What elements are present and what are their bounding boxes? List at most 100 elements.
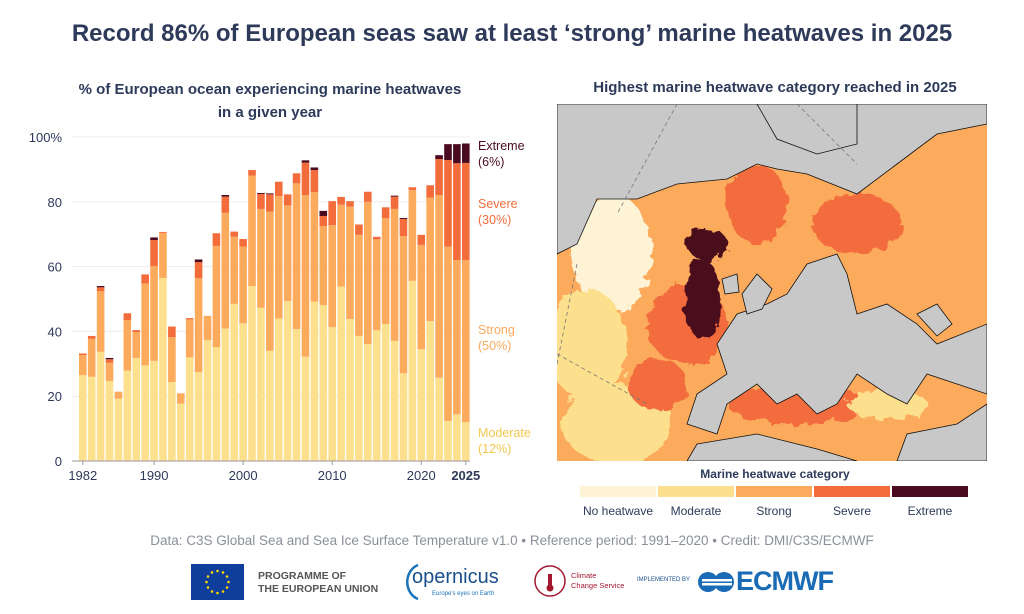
ecmwf-symbol-icon	[698, 572, 734, 592]
x-tick-label: 2010	[318, 468, 347, 483]
bar-moderate-2010	[328, 327, 336, 461]
eu-programme-text: PROGRAMME OF THE EUROPEAN UNION	[258, 570, 378, 596]
bar-moderate-2000	[239, 323, 247, 461]
legend-label: Moderate	[670, 504, 722, 518]
bar-moderate-2025	[462, 422, 470, 461]
copernicus-logo: opernicus Europe's eyes on Earth	[402, 562, 512, 602]
bar-strong-1998	[221, 212, 230, 329]
bar-moderate-1997	[212, 347, 221, 461]
bar-severe-1998	[221, 196, 230, 213]
heatwave-patches	[557, 164, 927, 461]
bar-strong-2022	[435, 194, 443, 378]
bar-moderate-2008	[310, 301, 319, 461]
bar-moderate-1986	[114, 398, 123, 461]
bar-moderate-1985	[105, 380, 114, 461]
bar-moderate-1995	[194, 372, 203, 461]
bar-strong-1996	[203, 315, 212, 341]
bar-moderate-2019	[408, 280, 417, 461]
annotation-value: (6%)	[478, 155, 504, 169]
bar-extreme-2003	[266, 193, 274, 195]
bar-strong-1985	[105, 362, 114, 381]
bar-strong-1990	[150, 265, 158, 361]
annotation-value: (50%)	[478, 339, 511, 353]
x-tick-label: 1982	[68, 468, 97, 483]
legend-label: Severe	[832, 504, 872, 518]
bar-extreme-1995	[194, 259, 203, 263]
bar-severe-1995	[194, 262, 203, 279]
bar-strong-2019	[408, 190, 417, 281]
bar-severe-2001	[248, 170, 256, 176]
x-tick-label: 2000	[229, 468, 258, 483]
legend-swatch	[892, 486, 968, 497]
y-tick-label: 40	[48, 324, 62, 339]
bar-moderate-1984	[96, 351, 105, 461]
bar-moderate-2022	[435, 377, 443, 461]
star	[210, 590, 214, 593]
bar-moderate-1988	[132, 357, 141, 461]
annotations-2025: Extreme (6%) Severe (30%) Strong (50%) Moderat…	[478, 139, 531, 456]
bar-severe-2006	[292, 173, 301, 184]
bar-moderate-1987	[123, 370, 132, 461]
star	[206, 586, 210, 589]
bar-severe-1988	[132, 330, 141, 333]
bar-severe-2002	[257, 194, 265, 209]
bar-strong-2016	[381, 218, 390, 324]
bar-strong-2009	[319, 226, 328, 306]
bar-extreme-2025	[462, 143, 470, 163]
annotation-value: (30%)	[478, 213, 511, 227]
bar-moderate-2003	[266, 350, 274, 461]
heatwave-map	[557, 104, 987, 461]
bar-strong-2025	[462, 260, 470, 423]
legend-item: Extreme	[892, 486, 968, 518]
bar-strong-2007	[301, 194, 310, 357]
bar-severe-2021	[426, 185, 434, 198]
star	[227, 580, 230, 584]
bar-extreme-2023	[444, 144, 452, 161]
bar-moderate-1993	[176, 403, 185, 461]
bar-severe-2000	[239, 239, 247, 247]
bar-strong-2020	[417, 244, 426, 350]
bar-strong-2005	[283, 205, 292, 301]
bar-extreme-1984	[96, 286, 105, 288]
bar-moderate-2016	[381, 323, 390, 461]
x-tick-label: 1990	[140, 468, 169, 483]
bar-strong-2002	[257, 208, 265, 308]
bar-strong-1994	[185, 319, 194, 358]
y-tick-label: 100%	[29, 130, 63, 145]
bar-moderate-2011	[337, 286, 345, 461]
star	[206, 575, 210, 578]
bar-severe-1984	[96, 287, 105, 292]
bar-severe-2005	[283, 194, 292, 206]
legend-item: Strong	[736, 486, 812, 518]
bar-strong-2006	[292, 183, 301, 330]
bar-severe-2023	[444, 160, 452, 247]
bar-strong-2021	[426, 197, 434, 322]
bar-strong-1997	[212, 245, 221, 348]
bar-strong-2000	[239, 246, 247, 324]
bar-extreme-2002	[257, 193, 265, 195]
bar-strong-1989	[141, 283, 149, 366]
bar-severe-2003	[266, 194, 274, 212]
c3s-line-2: Change Service	[571, 581, 625, 590]
c3s-text: Climate Change Service	[571, 571, 624, 591]
bar-strong-2010	[328, 225, 336, 328]
bar-strong-1993	[176, 393, 185, 404]
bar-severe-2013	[355, 224, 363, 235]
bar-moderate-2012	[346, 319, 354, 461]
c3s-logo: Climate Change Service	[533, 562, 653, 602]
bar-strong-1984	[96, 291, 105, 352]
bar-severe-2024	[453, 163, 461, 261]
bar-severe-1994	[185, 318, 194, 320]
bar-moderate-1999	[230, 303, 239, 461]
bar-severe-1991	[159, 231, 167, 233]
bar-moderate-2001	[248, 286, 256, 461]
legend-label: Extreme	[907, 504, 953, 518]
bar-extreme-1990	[150, 237, 158, 241]
bar-moderate-2020	[417, 349, 426, 461]
bar-extreme-2008	[310, 167, 319, 171]
eu-flag-logo	[191, 564, 244, 600]
copernicus-arc-icon	[406, 563, 419, 601]
eu-line-2: THE EUROPEAN UNION	[258, 583, 379, 595]
star	[225, 575, 229, 578]
bar-moderate-2018	[399, 373, 408, 461]
